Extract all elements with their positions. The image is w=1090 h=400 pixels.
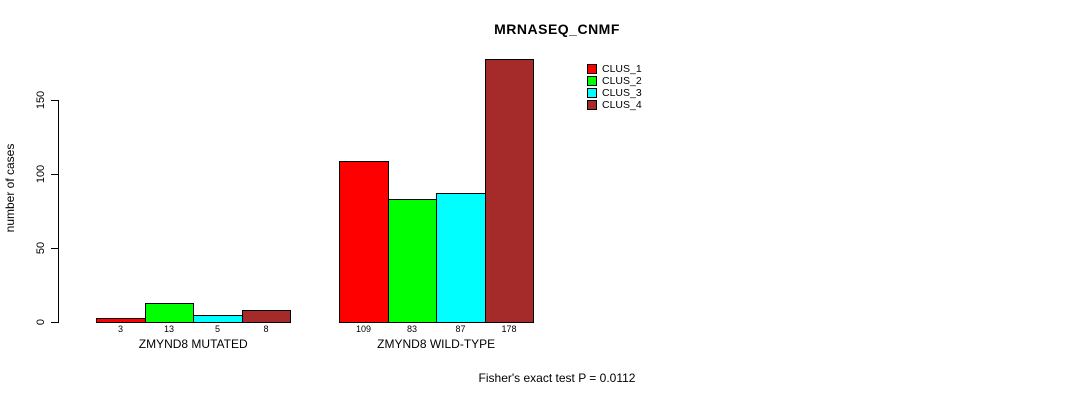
y-axis-label: number of cases [3,143,17,233]
bar-value-label: 5 [214,324,221,334]
y-axis-tick-label: 100 [35,165,47,184]
legend-label: CLUS_4 [602,99,642,111]
bar-clus_2-mutated [145,303,194,323]
legend-item: CLUS_2 [587,75,642,87]
group-label: ZMYND8 WILD-TYPE [377,337,496,351]
legend-item: CLUS_4 [587,99,642,111]
bar-clus_1-wild-type [339,161,389,323]
bar-clus_4-wild-type [485,59,534,323]
bar-value-label: 3 [117,324,124,334]
bar-value-label: 178 [501,324,517,334]
annotation-text: Fisher's exact test P = 0.0112 [478,371,636,385]
legend-item: CLUS_1 [587,63,642,75]
y-axis-tick [51,322,58,323]
bar-clus_3-mutated [193,315,243,323]
legend-swatch-icon [587,88,597,98]
legend-item: CLUS_3 [587,87,642,99]
legend-swatch-icon [587,76,597,86]
legend-label: CLUS_2 [602,75,642,87]
legend-label: CLUS_3 [602,87,642,99]
y-axis-tick-label: 0 [35,318,47,326]
bar-clus_1-mutated [96,318,146,323]
bar-clus_3-wild-type [436,193,486,323]
bar-clus_4-mutated [242,310,291,323]
bar-clus_2-wild-type [388,199,437,323]
bar-value-label: 83 [406,324,418,334]
bar-value-label: 87 [455,324,466,334]
legend-swatch-icon [587,100,597,110]
y-axis-line [58,100,59,323]
y-axis-tick [51,174,58,176]
bar-value-label: 13 [163,324,175,334]
y-axis-tick [51,100,58,102]
legend-label: CLUS_1 [602,63,642,75]
y-axis-tick-label: 150 [35,91,47,110]
bar-value-label: 8 [263,324,269,334]
legend: CLUS_1 CLUS_2 CLUS_3 CLUS_4 [587,63,642,111]
legend-swatch-icon [587,64,597,74]
group-label: ZMYND8 MUTATED [138,337,248,351]
y-axis-tick [51,248,58,250]
bar-value-label: 109 [355,324,372,334]
y-axis-tick-label: 50 [35,242,47,255]
chart-title: MRNASEQ_CNMF [494,21,620,37]
